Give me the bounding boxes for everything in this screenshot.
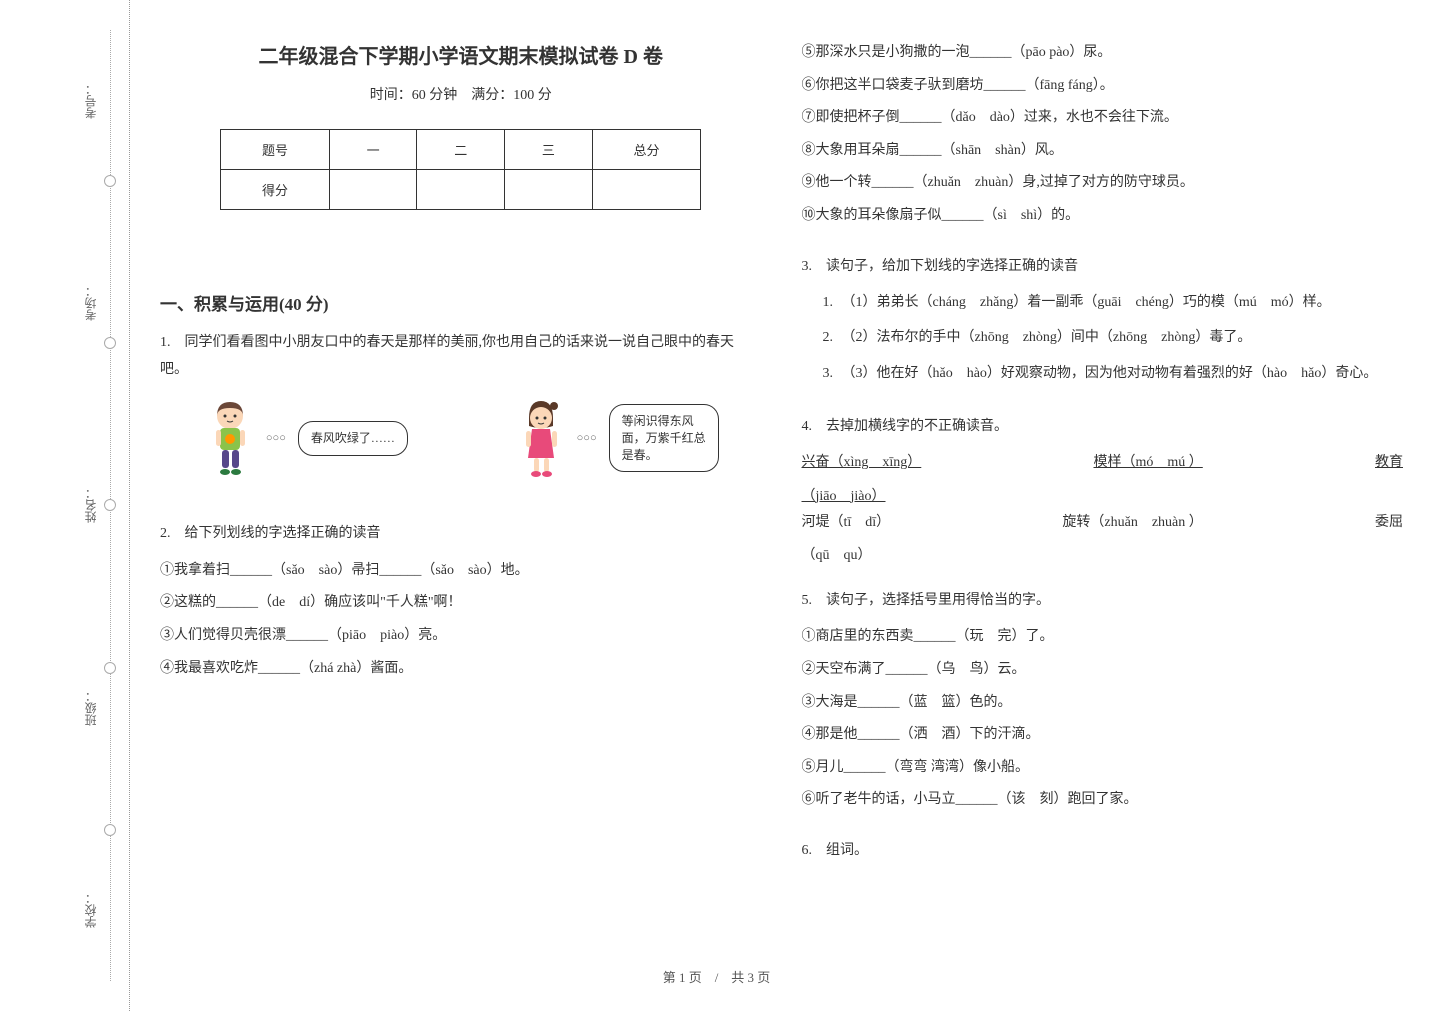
word-item: 河堤（tī dī） xyxy=(802,510,891,535)
binding-labels: 考号： 考场： 姓名： 班级： 学校： xyxy=(80,0,100,1011)
sub-item: ④那是他______（洒 酒）下的汗滴。 xyxy=(802,722,1404,749)
word-item: 模样（mó mú ） xyxy=(1094,450,1203,475)
question-text: 4. 去掉加横线字的不正确读音。 xyxy=(802,414,1404,441)
td xyxy=(592,170,701,210)
circle xyxy=(104,824,116,836)
sub-item: ①我拿着扫______（sǎo sào）帚扫______（sǎo sào）地。 xyxy=(160,558,762,585)
question-text: 5. 读句子，选择括号里用得恰当的字。 xyxy=(802,588,1404,615)
th: 题号 xyxy=(221,130,330,170)
word-row: 河堤（tī dī） 旋转（zhuǎn zhuàn ） 委屈 xyxy=(802,510,1404,535)
page-subtitle: 时间：60 分钟 满分：100 分 xyxy=(160,84,762,104)
question-2: 2. 给下列划线的字选择正确的读音 ①我拿着扫______（sǎo sào）帚扫… xyxy=(160,521,762,688)
image-item-boy: ○○○ 春风吹绿了…… xyxy=(203,398,408,478)
td: 得分 xyxy=(221,170,330,210)
bubble-dots: ○○○ xyxy=(577,428,597,449)
left-column: 二年级混合下学期小学语文期末模拟试卷 D 卷 时间：60 分钟 满分：100 分… xyxy=(160,40,762,991)
circle xyxy=(104,499,116,511)
table-row: 得分 xyxy=(221,170,701,210)
page-title: 二年级混合下学期小学语文期末模拟试卷 D 卷 xyxy=(160,40,762,69)
sub-items: ⑤那深水只是小狗撒的一泡______（pāo pào）尿。 ⑥你把这半口袋麦子驮… xyxy=(802,40,1404,230)
section-header: 一、积累与运用(40 分) xyxy=(160,290,762,315)
circle xyxy=(104,337,116,349)
question-2-cont: ⑤那深水只是小狗撒的一泡______（pāo pào）尿。 ⑥你把这半口袋麦子驮… xyxy=(802,40,1404,236)
sub-item: ⑦即使把杯子倒______（dǎo dào）过来，水也不会往下流。 xyxy=(802,105,1404,132)
question-6: 6. 组词。 xyxy=(802,838,1404,875)
binding-label: 考号： xyxy=(82,83,99,119)
sub-item: ⑧大象用耳朵扇______（shān shàn）风。 xyxy=(802,138,1404,165)
binding-label: 学校： xyxy=(82,892,99,928)
question-text: 6. 组词。 xyxy=(802,838,1404,865)
question-4: 4. 去掉加横线字的不正确读音。 兴奋（xìng xīng） 模样（mó mú … xyxy=(802,414,1404,570)
word-row: 兴奋（xìng xīng） 模样（mó mú ） 教育 xyxy=(802,450,1404,475)
table-row: 题号 一 二 三 总分 xyxy=(221,130,701,170)
sub-item: ⑥你把这半口袋麦子驮到磨坊______（fāng fáng）。 xyxy=(802,73,1404,100)
sub-item: ⑤月儿______（弯弯 湾湾）像小船。 xyxy=(802,755,1404,782)
binding-margin: 考号： 考场： 姓名： 班级： 学校： xyxy=(0,0,130,1011)
sub-item: ③人们觉得贝壳很漂______（piāo piào）亮。 xyxy=(160,623,762,650)
td xyxy=(329,170,417,210)
sub-item: ⑥听了老牛的话，小马立______（该 刻）跑回了家。 xyxy=(802,787,1404,814)
th: 一 xyxy=(329,130,417,170)
question-3: 3. 读句子，给加下划线的字选择正确的读音 （1）弟弟长（cháng zhǎng… xyxy=(802,254,1404,396)
numbered-list: （1）弟弟长（cháng zhǎng）着一副乖（guāi chéng）巧的模（m… xyxy=(802,290,1404,386)
td xyxy=(417,170,505,210)
image-item-girl: ○○○ 等闲识得东风面，万紫千红总是春。 xyxy=(514,398,719,478)
right-column: ⑤那深水只是小狗撒的一泡______（pāo pào）尿。 ⑥你把这半口袋麦子驮… xyxy=(802,40,1404,991)
binding-label: 考场： xyxy=(82,285,99,321)
sub-items: ①商店里的东西卖______（玩 完）了。 ②天空布满了______（乌 鸟）云… xyxy=(802,624,1404,814)
sub-item: ④我最喜欢吃炸______（zhá zhà）酱面。 xyxy=(160,656,762,683)
word-item: （jiāo jiào） xyxy=(802,484,1404,511)
question-text: 3. 读句子，给加下划线的字选择正确的读音 xyxy=(802,254,1404,281)
page-footer: 第 1 页 / 共 3 页 xyxy=(663,967,771,986)
th: 三 xyxy=(505,130,593,170)
question-5: 5. 读句子，选择括号里用得恰当的字。 ①商店里的东西卖______（玩 完）了… xyxy=(802,588,1404,820)
word-item: 委屈 xyxy=(1375,510,1403,535)
speech-bubble: 等闲识得东风面，万紫千红总是春。 xyxy=(609,404,719,472)
word-item: 旋转（zhuǎn zhuàn ） xyxy=(1062,510,1202,535)
question-text: 1. 同学们看看图中小朋友口中的春天是那样的美丽,你也用自己的话来说一说自己眼中… xyxy=(160,330,762,383)
question-1: 1. 同学们看看图中小朋友口中的春天是那样的美丽,你也用自己的话来说一说自己眼中… xyxy=(160,330,762,503)
word-item: 教育 xyxy=(1375,450,1403,475)
th: 二 xyxy=(417,130,505,170)
dotted-circles xyxy=(104,0,116,1011)
binding-label: 姓名： xyxy=(82,487,99,523)
th: 总分 xyxy=(592,130,701,170)
question-text: 2. 给下列划线的字选择正确的读音 xyxy=(160,521,762,548)
word-item: 兴奋（xìng xīng） xyxy=(802,450,922,475)
sub-item: ③大海是______（蓝 篮）色的。 xyxy=(802,690,1404,717)
boy-icon xyxy=(203,398,258,478)
sub-item: ⑨他一个转______（zhuǎn zhuàn）身,过掉了对方的防守球员。 xyxy=(802,170,1404,197)
girl-icon xyxy=(514,398,569,478)
sub-item: ②天空布满了______（乌 鸟）云。 xyxy=(802,657,1404,684)
sub-item: ⑩大象的耳朵像扇子似______（sì shì）的。 xyxy=(802,203,1404,230)
bubble-dots: ○○○ xyxy=(266,428,286,449)
sub-item: ⑤那深水只是小狗撒的一泡______（pāo pào）尿。 xyxy=(802,40,1404,67)
list-item: （1）弟弟长（cháng zhǎng）着一副乖（guāi chéng）巧的模（m… xyxy=(837,290,1404,315)
circle xyxy=(104,175,116,187)
circle xyxy=(104,662,116,674)
binding-label: 班级： xyxy=(82,690,99,726)
list-item: （2）法布尔的手中（zhōng zhòng）间中（zhōng zhòng）毒了。 xyxy=(837,325,1404,350)
speech-bubble: 春风吹绿了…… xyxy=(298,421,408,456)
sub-items: ①我拿着扫______（sǎo sào）帚扫______（sǎo sào）地。 … xyxy=(160,558,762,682)
td xyxy=(505,170,593,210)
word-item: （qū qu） xyxy=(802,543,1404,570)
sub-item: ②这糕的______（de dí）确应该叫"千人糕"啊！ xyxy=(160,590,762,617)
image-row: ○○○ 春风吹绿了…… xyxy=(160,398,762,478)
score-table: 题号 一 二 三 总分 得分 xyxy=(220,129,701,210)
sub-item: ①商店里的东西卖______（玩 完）了。 xyxy=(802,624,1404,651)
list-item: （3）他在好（hǎo hào）好观察动物，因为他对动物有着强烈的好（hào hǎ… xyxy=(837,361,1404,386)
content: 二年级混合下学期小学语文期末模拟试卷 D 卷 时间：60 分钟 满分：100 分… xyxy=(130,0,1433,1011)
